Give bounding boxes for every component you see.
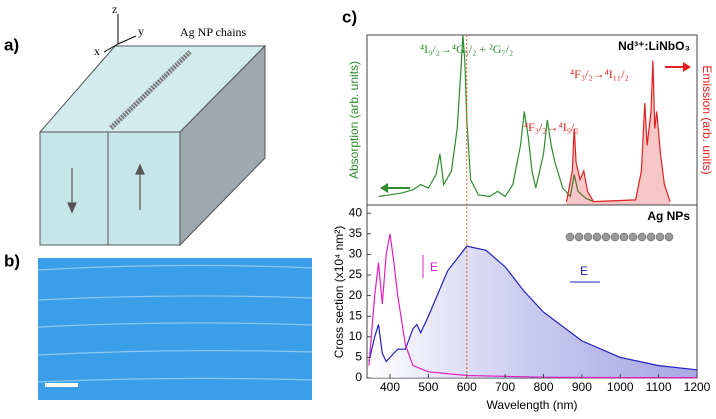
y2-axis-label: Emission (arb. units) [700, 65, 714, 174]
annotation: ⁴F₃/₂→⁴I₉/₂ [524, 120, 578, 134]
x-tick-label: 700 [495, 380, 515, 394]
y-axis-label: Cross section (x10⁴ nm²) [332, 226, 346, 359]
x-tick-label: 500 [418, 380, 438, 394]
annotation: E [580, 264, 588, 278]
axis-label: y [138, 24, 144, 38]
area [566, 60, 671, 205]
np-chain [109, 50, 192, 130]
x-tick-label: 600 [457, 380, 477, 394]
y-axis-label: Absorption (arb. units) [347, 61, 361, 179]
y-tick-label: 10 [349, 329, 363, 343]
chart-label: Nd³⁺:LiNbO₃ [618, 39, 690, 53]
x-tick-label: 1100 [646, 380, 672, 394]
axis-label: x [94, 44, 100, 58]
polarization-arrows [67, 163, 145, 214]
y-tick-label: 15 [349, 308, 363, 322]
x-tick-label: 900 [572, 380, 592, 394]
x-tick-label: 1200 [684, 380, 711, 394]
y-tick-label: 25 [349, 267, 363, 281]
series-line [565, 60, 671, 203]
direction-arrows [380, 62, 691, 283]
panel-label: a) [4, 35, 19, 54]
axis-label: z [112, 2, 117, 16]
y-tick-label: 40 [349, 205, 363, 219]
chart-label: Ag NPs [647, 209, 690, 223]
series-line [368, 233, 697, 379]
label: Ag NP chains [180, 25, 247, 39]
micrograph [37, 258, 313, 400]
crystal-block [38, 44, 267, 247]
panel-label: b) [4, 251, 20, 270]
x-tick-label: 400 [380, 380, 400, 394]
axes-triad [103, 14, 137, 53]
series-line [378, 34, 594, 203]
y-tick-label: 30 [349, 247, 363, 261]
np-row [565, 232, 674, 242]
y-tick-label: 35 [349, 226, 363, 240]
y-tick-label: 20 [349, 288, 363, 302]
area [368, 246, 697, 378]
annotation: ⁴F₃/₂→⁴I₁₁/₂ [570, 67, 629, 81]
x-axis-label: Wavelength (nm) [487, 398, 578, 412]
series-line [368, 245, 698, 371]
panel-label: c) [342, 7, 357, 26]
x-tick-label: 800 [533, 380, 553, 394]
y-tick-label: 5 [355, 350, 362, 364]
annotation: E [430, 260, 438, 274]
x-tick-label: 1000 [607, 380, 634, 394]
y-tick-label: 0 [355, 370, 362, 384]
